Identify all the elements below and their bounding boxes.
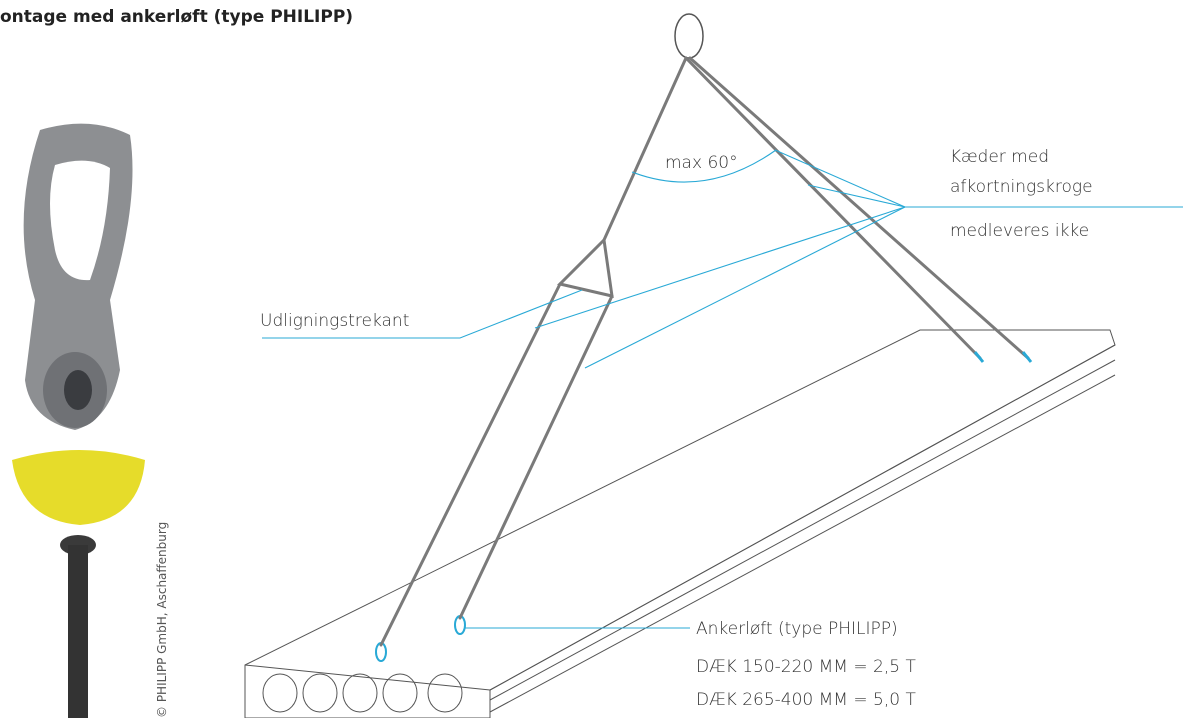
diagram: ontage med ankerløft (type PHILIPP) © PH…	[0, 0, 1183, 718]
triangle-label: Udligningstrekant	[260, 311, 409, 331]
deck-label: DÆK 150-220 MM = 2,5 T	[696, 657, 916, 677]
angle-label: max 60°	[665, 153, 738, 173]
chains-note: medleveres ikke	[950, 221, 1089, 241]
chains-label: Kæder med	[950, 147, 1049, 167]
chains-label: afkortningskroge	[950, 177, 1093, 197]
title: ontage med ankerløft (type PHILIPP)	[0, 7, 353, 27]
deck-label: DÆK 265-400 MM = 5,0 T	[696, 690, 916, 710]
anchor-label: Ankerløft (type PHILIPP)	[696, 619, 898, 639]
copyright: © PHILIPP GmbH, Aschaffenburg	[155, 522, 169, 718]
anchor-photo: © PHILIPP GmbH, Aschaffenburg	[12, 124, 169, 718]
slab	[245, 330, 1115, 718]
